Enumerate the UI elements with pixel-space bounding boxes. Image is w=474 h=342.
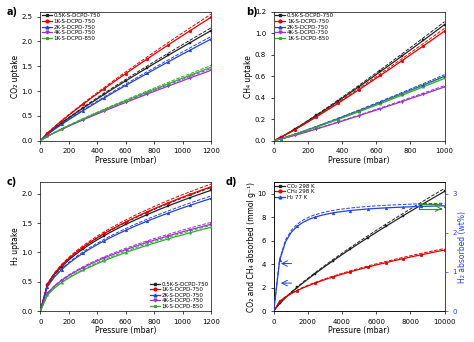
X-axis label: Pressure (mbar): Pressure (mbar) xyxy=(328,156,390,165)
Y-axis label: H₂ uptake: H₂ uptake xyxy=(11,228,20,265)
Legend: 0.5K-S-DCPD-750, 1K-S-DCPD-750, 2K-S-DCPD-750, 4K-S-DCPD-750, 1K-S-DCPD-850: 0.5K-S-DCPD-750, 1K-S-DCPD-750, 2K-S-DCP… xyxy=(149,281,210,310)
Text: a): a) xyxy=(6,6,17,16)
Legend: CO₂ 298 K, CH₄ 298 K, H₂ 77 K: CO₂ 298 K, CH₄ 298 K, H₂ 77 K xyxy=(275,183,315,200)
Text: d): d) xyxy=(226,177,237,187)
Y-axis label: CH₄ uptake: CH₄ uptake xyxy=(245,55,254,98)
X-axis label: Pressure (mbar): Pressure (mbar) xyxy=(95,156,156,165)
Legend: 0.5K-S-DCPD-750, 1K-S-DCPD-750, 2K-S-DCPD-750, 4K-S-DCPD-750, 1K-S-DCPD-850: 0.5K-S-DCPD-750, 1K-S-DCPD-750, 2K-S-DCP… xyxy=(41,13,101,41)
Y-axis label: CO₂ and CH₄ absorbed (mmol g⁻¹): CO₂ and CH₄ absorbed (mmol g⁻¹) xyxy=(247,182,256,312)
Legend: 0.5K-S-DCPD-750, 1K-S-DCPD-750, 2K-S-DCPD-750, 4K-S-DCPD-750, 1K-S-DCPD-850: 0.5K-S-DCPD-750, 1K-S-DCPD-750, 2K-S-DCP… xyxy=(275,13,335,41)
Y-axis label: H₂ absorbed (wt%): H₂ absorbed (wt%) xyxy=(458,211,467,282)
X-axis label: Pressure (mbar): Pressure (mbar) xyxy=(328,326,390,335)
X-axis label: Pressure (mbar): Pressure (mbar) xyxy=(95,326,156,335)
Text: c): c) xyxy=(6,177,17,187)
Y-axis label: CO₂ uptake: CO₂ uptake xyxy=(11,55,20,98)
Text: b): b) xyxy=(246,6,258,16)
